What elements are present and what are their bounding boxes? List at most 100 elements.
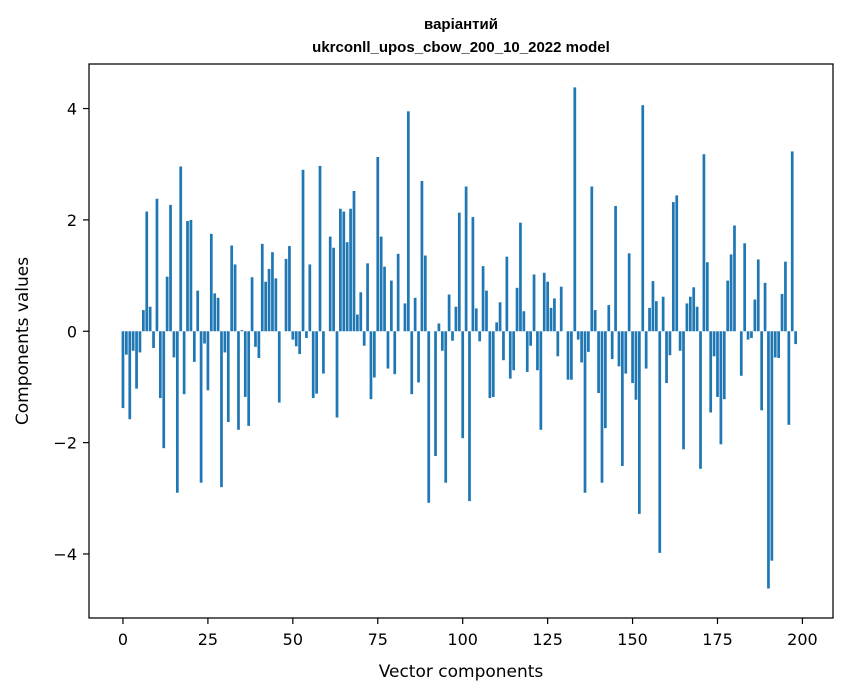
bar [352,190,356,332]
bar [753,299,757,332]
bar [624,331,628,374]
bar [699,331,702,469]
bar [165,276,169,332]
bar [339,208,342,332]
x-tick-label: 50 [283,630,303,649]
bar [135,331,138,389]
bar [257,331,261,358]
bar [390,280,393,332]
bar [587,331,590,352]
bar [332,247,335,332]
bar [743,243,747,332]
x-tick-label: 175 [702,630,733,649]
bar [206,331,210,391]
bar [678,331,682,351]
y-tick-label: 2 [67,211,77,230]
bar [434,331,437,456]
bar [634,331,638,400]
bar [556,331,560,357]
bar [716,331,719,397]
bar [379,236,383,332]
x-tick-label: 100 [447,630,478,649]
bar [461,331,465,439]
bar [644,331,648,369]
bar [485,290,488,332]
bar [671,202,675,332]
bar [189,219,193,332]
bar [427,331,431,503]
bar [767,331,770,589]
bar [301,169,305,332]
chart-title-line1: варіантий [424,16,498,33]
bar [396,253,400,332]
y-tick-label: −4 [53,545,77,564]
bar [328,236,332,332]
bar [739,331,743,376]
bar [155,198,159,332]
bar [413,297,417,332]
bar [688,296,692,332]
bar [349,208,352,332]
bar [468,331,471,502]
bar [322,331,325,374]
bar [525,331,529,372]
bar [138,331,142,353]
bar [179,166,183,332]
bar [464,186,468,332]
bar [274,278,278,332]
bar [495,322,499,332]
bar [539,331,543,430]
bar [230,245,234,332]
bar [186,221,189,332]
bar [508,331,512,379]
bar [498,302,502,332]
bar [536,331,539,371]
x-axis-ticks: 0 25 50 75 100 125 150 175 200 [118,618,818,649]
bar [756,259,760,332]
bar [573,87,577,332]
bar [709,331,713,413]
bar [213,293,217,332]
bar [593,310,597,332]
bar [172,331,176,358]
bar [247,331,251,426]
bar [335,331,339,418]
bar [763,282,767,332]
bar [226,331,230,423]
bar [288,246,291,332]
bar [505,256,509,332]
bar [733,225,736,332]
bar [685,303,689,332]
bar [512,331,516,371]
bar [403,303,407,332]
bar [243,331,247,397]
bar [148,306,152,332]
x-tick-label: 0 [118,630,128,649]
bar [780,293,784,332]
bar [641,105,645,332]
bar [471,217,475,332]
y-tick-label: −2 [53,434,77,453]
bar [271,252,274,332]
bar [726,280,730,332]
bar [590,186,594,332]
bar [604,331,607,429]
bar [648,307,651,332]
bar [617,331,621,367]
bar [216,297,220,332]
bar [784,261,787,332]
bar [600,331,604,483]
bar [345,242,349,332]
bar [366,263,369,332]
bar [254,331,257,347]
bar [790,151,794,332]
bar [284,258,288,332]
bar [451,331,454,341]
bar [440,331,444,351]
bar [702,154,706,332]
bar [376,156,380,332]
bar [695,306,699,332]
bar [502,331,505,361]
bar [549,307,553,332]
bar [746,331,750,340]
